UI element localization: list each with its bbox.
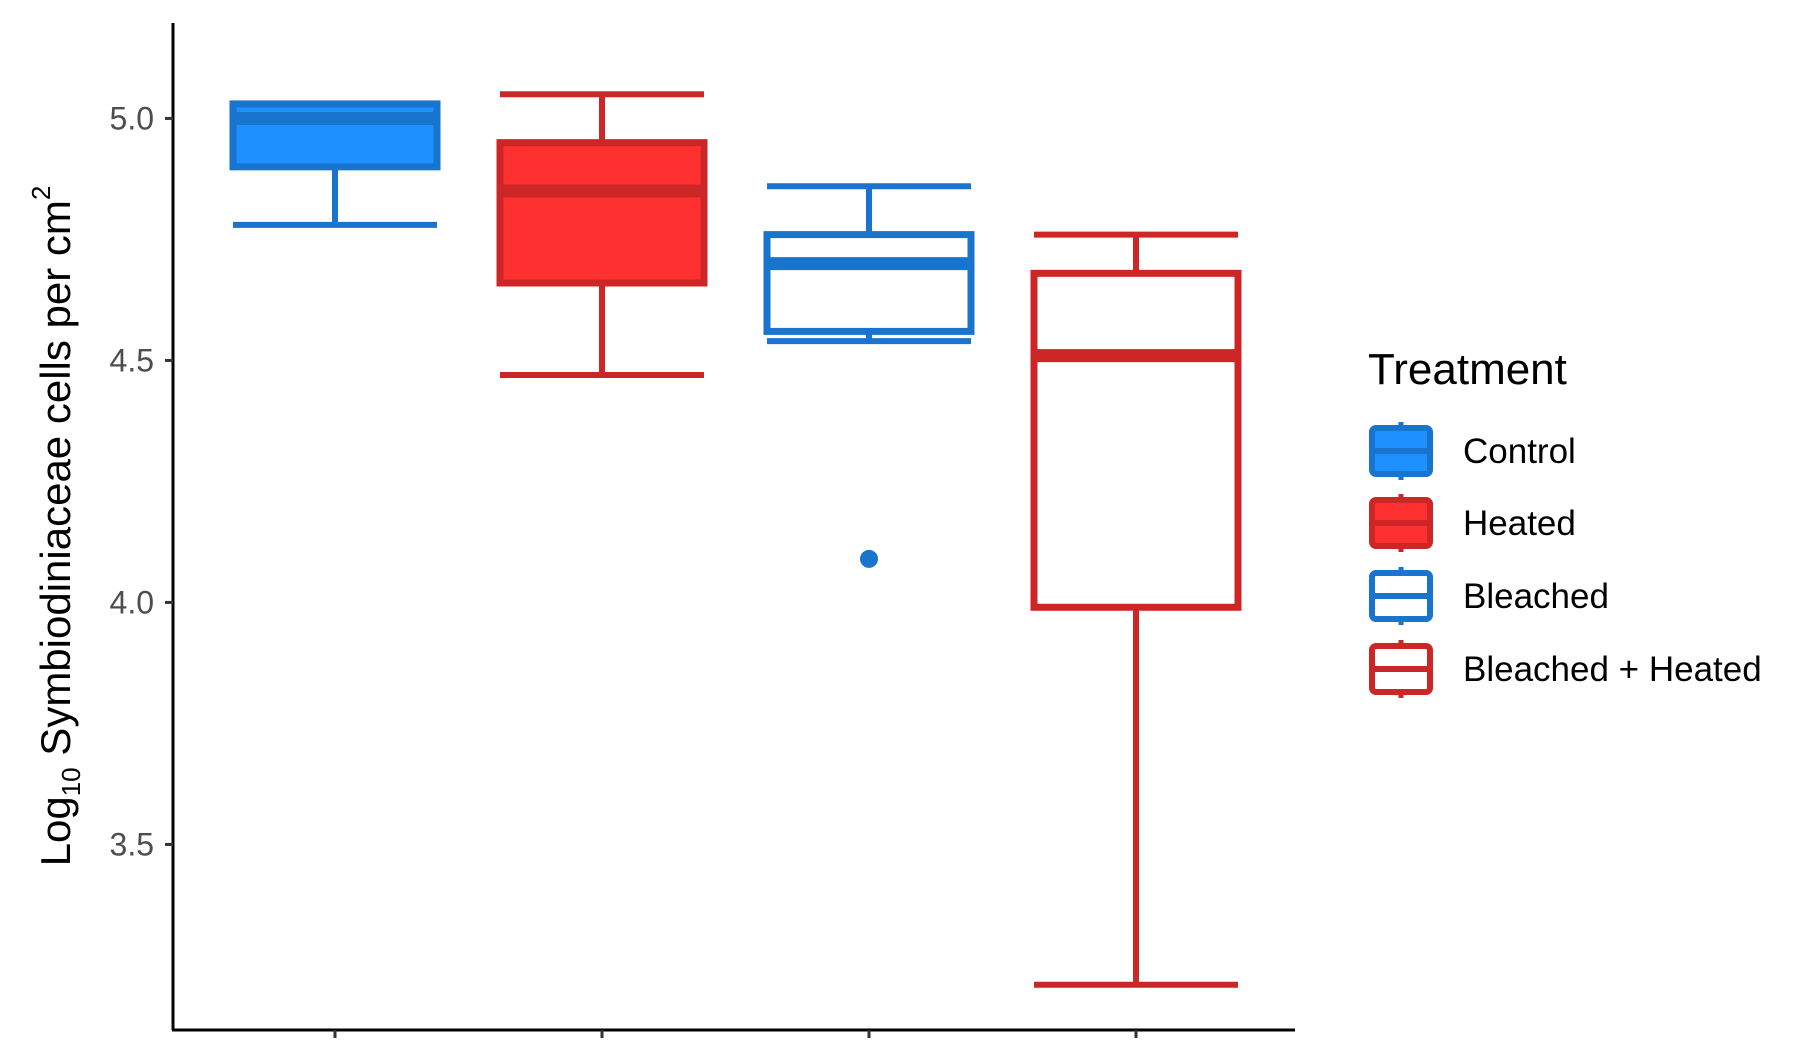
box-heated — [496, 91, 708, 378]
y-tick-label: 3.5 — [110, 826, 154, 862]
y-tick-label: 4.5 — [110, 342, 154, 378]
legend-label: Bleached + Heated — [1463, 650, 1762, 689]
legend-item-heated: Heated — [1369, 494, 1576, 552]
y-tick-label: 5.0 — [110, 100, 154, 136]
box-bleached-heated — [1030, 231, 1242, 988]
y-axis-title: Log10 Symbiodiniaceae cells per cm2 — [26, 186, 86, 867]
box-iqr — [763, 231, 975, 335]
legend-label: Control — [1463, 432, 1576, 471]
plot-area — [229, 91, 1242, 988]
box-iqr — [1030, 269, 1242, 611]
y-tick-label: 4.0 — [110, 584, 154, 620]
legend-title: Treatment — [1368, 345, 1567, 394]
legend-item-control: Control — [1369, 422, 1576, 480]
outlier-point — [860, 549, 878, 568]
legend-item-bleached-heated: Bleached + Heated — [1369, 640, 1762, 698]
legend-item-bleached: Bleached — [1369, 567, 1609, 625]
legend: Treatment Control Heated Bleached Bleached … — [1368, 345, 1762, 698]
box-bleached — [763, 183, 975, 568]
box-iqr — [496, 139, 708, 287]
legend-label: Heated — [1463, 504, 1576, 543]
axes: 3.5 4.0 4.5 5.0 — [110, 23, 1295, 1038]
legend-label: Bleached — [1463, 577, 1609, 616]
box-control — [229, 100, 441, 228]
